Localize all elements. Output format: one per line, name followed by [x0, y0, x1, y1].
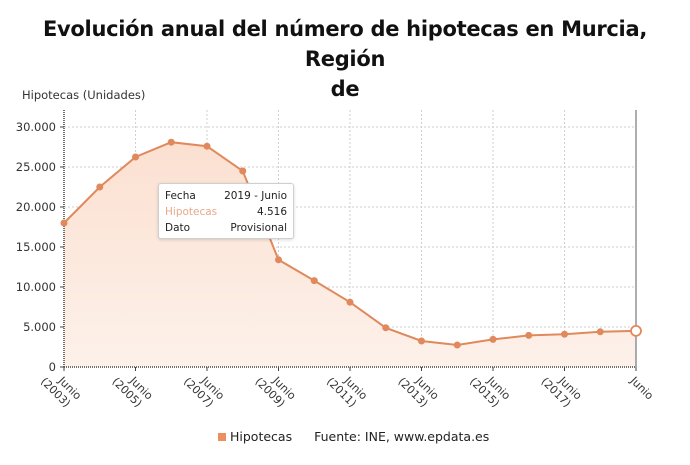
data-marker[interactable] — [453, 341, 461, 349]
data-marker[interactable] — [167, 138, 175, 146]
x-tick-label: Junio(2007) — [181, 373, 227, 409]
x-tick-label: Junio(2003) — [38, 373, 84, 409]
data-marker[interactable] — [239, 167, 247, 175]
chart-title-line-2: de — [330, 77, 360, 101]
x-tick-label: Junio(2013) — [395, 373, 441, 409]
y-tick-label: 15.000 — [16, 240, 56, 254]
data-marker[interactable] — [418, 337, 425, 345]
highlighted-marker[interactable] — [630, 324, 642, 337]
tooltip-key: Fecha — [165, 190, 196, 202]
y-tick-label: 10.000 — [16, 280, 56, 294]
data-marker[interactable] — [489, 335, 497, 343]
tooltip-key: Hipotecas — [165, 206, 218, 218]
svg-text:Junio: Junio — [627, 373, 656, 402]
y-tick-label: 0 — [49, 360, 56, 374]
legend-item-hipotecas[interactable]: Hipotecas — [230, 429, 293, 444]
x-tick-label: Junio — [627, 373, 656, 402]
data-marker[interactable] — [561, 330, 568, 338]
chart-title: Evolución anual del número de hipotecas … — [0, 14, 690, 104]
data-marker[interactable] — [132, 153, 139, 161]
x-axis-ticks: Junio(2003) Junio(2005) Junio(2007) Junio(2… — [38, 367, 656, 410]
y-axis-label: Hipotecas (Unidades) — [22, 88, 146, 102]
data-marker[interactable] — [346, 298, 354, 306]
legend-swatch-icon — [218, 432, 226, 441]
data-markers — [60, 138, 642, 349]
tooltip-row-dato: Dato Provisional — [165, 220, 287, 236]
tooltip-key: Dato — [165, 222, 191, 234]
tooltip-row-hipotecas: Hipotecas 4.516 — [165, 204, 287, 220]
data-tooltip: Fecha 2019 - Junio Hipotecas 4.516 Dato … — [158, 183, 294, 239]
x-tick-label: Junio(2017) — [538, 373, 584, 409]
y-axis-ticks: 0 5.000 10.000 15.000 20.000 25.000 30.000 — [16, 120, 64, 374]
data-marker[interactable] — [60, 219, 68, 227]
y-tick-label: 20.000 — [16, 200, 56, 214]
y-tick-label: 25.000 — [16, 160, 56, 174]
y-tick-label: 30.000 — [16, 120, 56, 134]
chart-title-line-1: Evolución anual del número de hipotecas … — [42, 17, 647, 71]
tooltip-value: 4.516 — [256, 206, 287, 218]
y-tick-label: 5.000 — [23, 320, 56, 334]
tooltip-value: 2019 - Junio — [224, 190, 287, 202]
chart-legend: Hipotecas Fuente: INE, www.epdata.es — [218, 429, 489, 444]
x-tick-label: Junio(2015) — [467, 373, 513, 409]
tooltip-value: Provisional — [230, 222, 287, 234]
tooltip-row-fecha: Fecha 2019 - Junio — [165, 188, 287, 204]
source-note: Fuente: INE, www.epdata.es — [314, 429, 490, 444]
data-marker[interactable] — [275, 256, 282, 264]
data-marker[interactable] — [382, 324, 390, 332]
data-marker[interactable] — [525, 331, 533, 339]
data-marker[interactable] — [96, 183, 104, 191]
data-marker[interactable] — [310, 277, 318, 285]
data-marker[interactable] — [203, 142, 211, 150]
x-tick-label: Junio(2011) — [324, 373, 370, 409]
x-tick-label: Junio(2009) — [252, 373, 298, 409]
x-tick-label: Junio(2005) — [109, 373, 155, 409]
data-marker[interactable] — [596, 328, 604, 336]
